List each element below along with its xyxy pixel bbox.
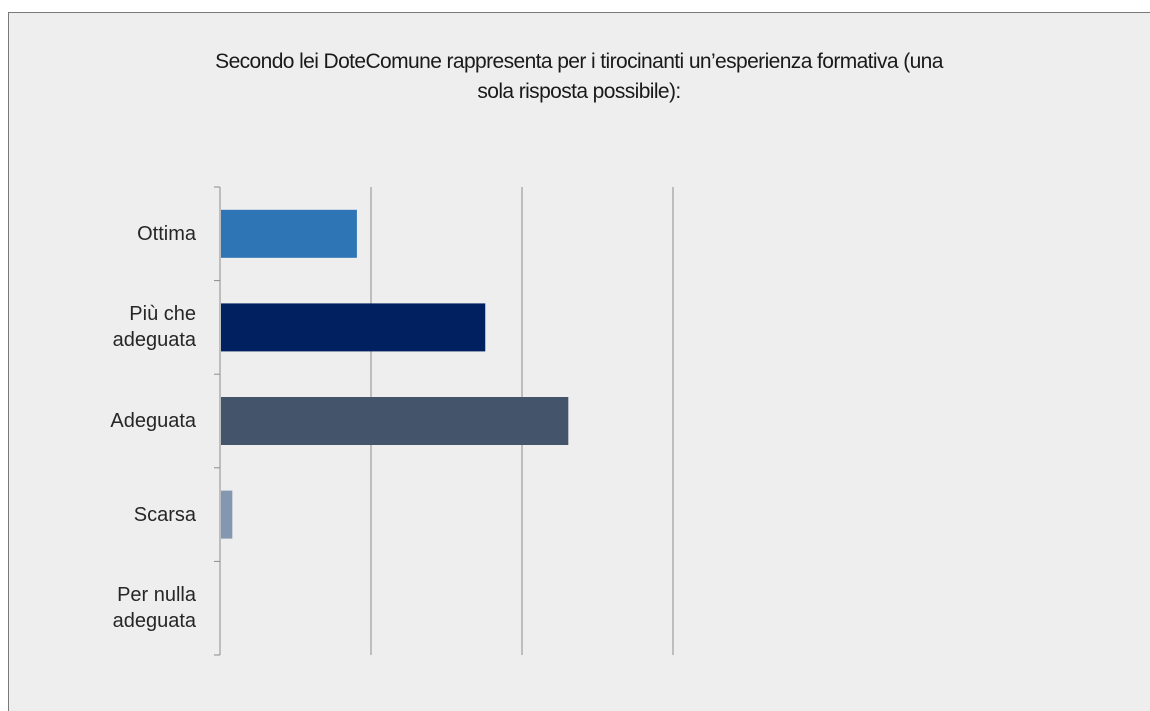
chart-frame: Secondo lei DoteComune rappresenta per i… (8, 12, 1150, 711)
category-label: Ottima (137, 222, 196, 245)
bar-adeguata (221, 397, 569, 445)
category-label: Adeguata (110, 410, 196, 432)
bar-scarsa (221, 490, 233, 539)
category-label: Più che adeguata (112, 303, 196, 352)
category-label: Scarsa (133, 503, 196, 526)
bar-pi-che-adeguata (221, 303, 486, 352)
chart-title: Secondo lei DoteComune rappresenta per i… (215, 50, 943, 103)
category-label: Per nulla adeguata (112, 584, 196, 633)
bar-ottima (221, 209, 357, 258)
